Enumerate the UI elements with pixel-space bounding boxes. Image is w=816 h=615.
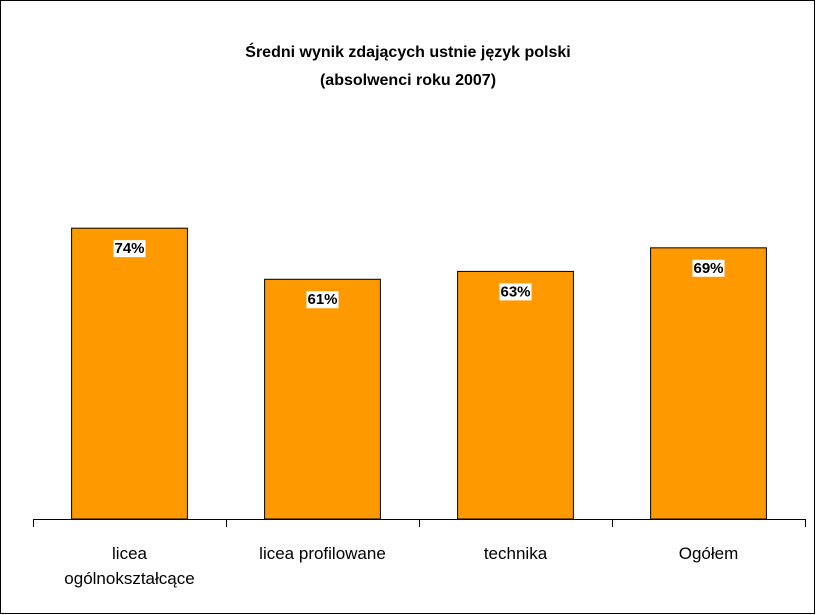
x-tick-label: licea profilowane [259,544,386,563]
bar [457,270,574,520]
data-label: 69% [693,260,723,277]
data-label: 63% [500,283,530,300]
bar [264,278,381,520]
data-label: 61% [307,291,337,308]
bar [650,247,767,520]
bar [71,227,188,520]
chart-title: Średni wynik zdających ustnie język pols… [245,42,570,61]
data-label-bg [499,283,532,301]
data-label: 74% [114,240,144,257]
data-label-bg [306,291,339,309]
x-tick-label: licea ogólnokształcące [64,544,195,588]
data-label-bg [113,240,146,258]
chart-subtitle: (absolwenci roku 2007) [320,72,496,89]
data-label-bg [692,259,725,277]
x-tick-label: technika [483,544,548,563]
x-tick-label: Ogółem [678,544,739,563]
